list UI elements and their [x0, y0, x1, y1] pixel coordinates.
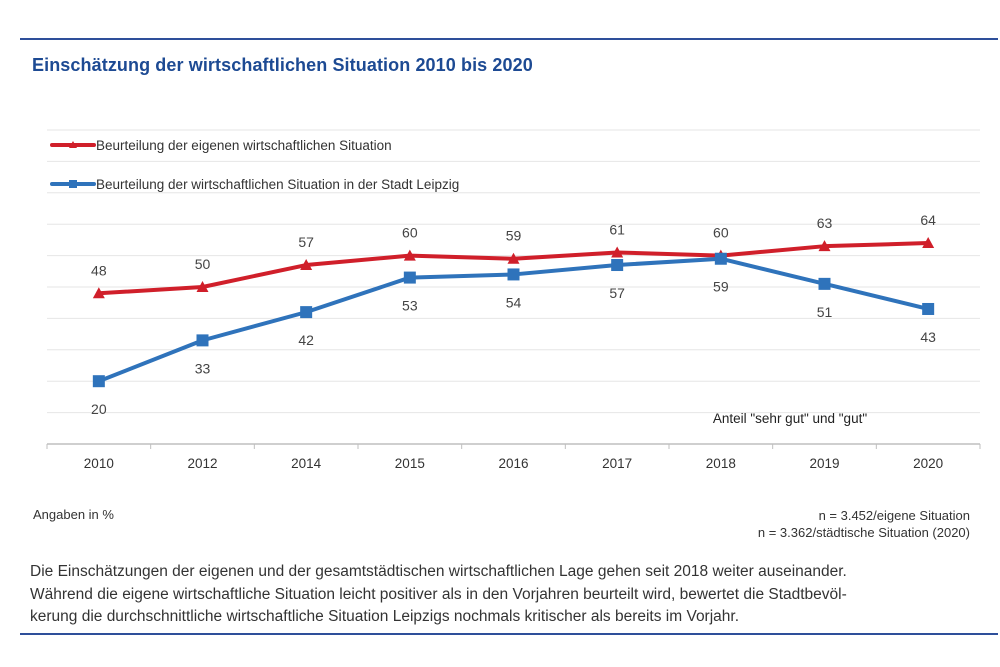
- data-label: 54: [506, 294, 522, 310]
- data-point-marker: [507, 268, 520, 281]
- x-tick-label: 2012: [187, 456, 217, 471]
- legend: Beurteilung der eigenen wirtschaftlichen…: [50, 138, 459, 192]
- data-point-marker: [507, 252, 520, 264]
- data-label: 33: [195, 360, 211, 376]
- x-tick-label: 2020: [913, 456, 943, 471]
- x-tick-label: 2019: [809, 456, 839, 471]
- x-tick-label: 2015: [395, 456, 425, 471]
- data-label: 43: [920, 329, 936, 345]
- data-label: 42: [298, 332, 314, 348]
- data-label: 64: [920, 212, 936, 228]
- sample-size-note: n = 3.452/eigene Situation n = 3.362/stä…: [758, 507, 970, 541]
- top-divider: [20, 38, 998, 40]
- data-point-marker: [714, 252, 727, 265]
- sample-size-own: n = 3.452/eigene Situation: [818, 508, 970, 523]
- description-line: Während die eigene wirtschaftliche Situa…: [30, 585, 847, 603]
- series-group: 48 50 57 60 59 61 60 63 64 20 33 42 53 54 57 59 51 43: [91, 212, 936, 417]
- data-label: 61: [609, 221, 625, 237]
- sample-size-city: n = 3.362/städtische Situation (2020): [757, 525, 970, 540]
- data-label: 59: [506, 228, 522, 244]
- legend-item: Beurteilung der wirtschaftlichen Situati…: [50, 177, 459, 192]
- data-point-marker: [611, 246, 624, 258]
- data-label: 53: [402, 298, 418, 314]
- series-line: [98, 241, 929, 296]
- legend-label: Beurteilung der eigenen wirtschaftlichen…: [96, 138, 392, 153]
- data-point-marker: [196, 281, 209, 292]
- line-chart: 2010 2012 2014 2015 2016 2017 2018 2019 2020 Beu…: [46, 129, 981, 471]
- x-tick-label: 2014: [291, 456, 322, 471]
- data-label: 51: [817, 304, 833, 320]
- data-point-marker: [300, 259, 313, 271]
- data-label: 57: [298, 234, 314, 250]
- x-tick-label: 2016: [498, 456, 528, 471]
- data-point-marker: [92, 287, 105, 299]
- x-tick-label: 2018: [706, 456, 736, 471]
- bottom-divider: [20, 633, 998, 635]
- description-line: kerung die durchschnittliche wirtschaftl…: [30, 608, 740, 625]
- x-tick-label: 2017: [602, 456, 632, 471]
- description-text: Die Einschätzungen der eigenen und der g…: [30, 561, 990, 629]
- legend-item: Beurteilung der eigenen wirtschaftlichen…: [50, 138, 392, 153]
- description-line: Die Einschätzungen der eigenen und der g…: [30, 563, 847, 580]
- chart-title: Einschätzung der wirtschaftlichen Situat…: [32, 55, 533, 75]
- data-label: 60: [402, 225, 418, 241]
- data-point-marker: [300, 306, 313, 319]
- legend-label: Beurteilung der wirtschaftlichen Situati…: [96, 177, 459, 192]
- series-own-situation: 48 50 57 60 59 61 60 63 64: [91, 212, 936, 299]
- unit-note: Angaben in %: [33, 507, 114, 522]
- data-label: 57: [609, 285, 625, 301]
- legend-triangle-marker: [69, 141, 77, 148]
- data-point-marker: [922, 302, 935, 315]
- data-point-marker: [92, 375, 105, 388]
- data-point-marker: [196, 334, 209, 347]
- data-label: 20: [91, 401, 107, 417]
- data-label: 63: [817, 215, 833, 231]
- x-axis: 2010 2012 2014 2015 2016 2017 2018 2019 2020: [46, 443, 981, 471]
- data-point-marker: [611, 259, 624, 272]
- data-label: 60: [713, 225, 729, 241]
- data-point-marker: [922, 237, 935, 249]
- legend-square-marker: [69, 180, 77, 188]
- data-point-marker: [403, 271, 416, 284]
- chart-annotation: Anteil "sehr gut" und "gut": [713, 411, 867, 426]
- data-point-marker: [818, 240, 831, 252]
- data-label: 59: [713, 279, 729, 295]
- data-label: 50: [195, 256, 211, 272]
- data-point-marker: [403, 249, 416, 261]
- x-tick-label: 2010: [84, 456, 114, 471]
- data-point-marker: [818, 277, 831, 290]
- series-city-situation: 20 33 42 53 54 57 59 51 43: [91, 252, 936, 417]
- data-label: 48: [91, 262, 107, 278]
